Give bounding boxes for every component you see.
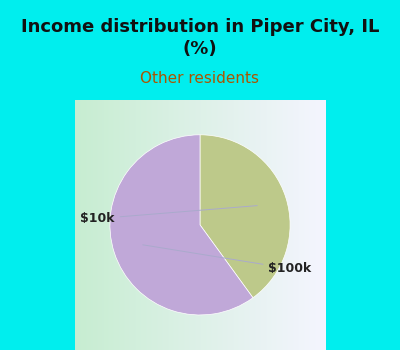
Wedge shape (200, 135, 290, 298)
Text: $10k: $10k (80, 205, 257, 225)
Wedge shape (110, 135, 253, 315)
Text: Income distribution in Piper City, IL
(%): Income distribution in Piper City, IL (%… (21, 18, 379, 58)
Text: $100k: $100k (143, 245, 312, 275)
Text: Other residents: Other residents (140, 71, 260, 86)
